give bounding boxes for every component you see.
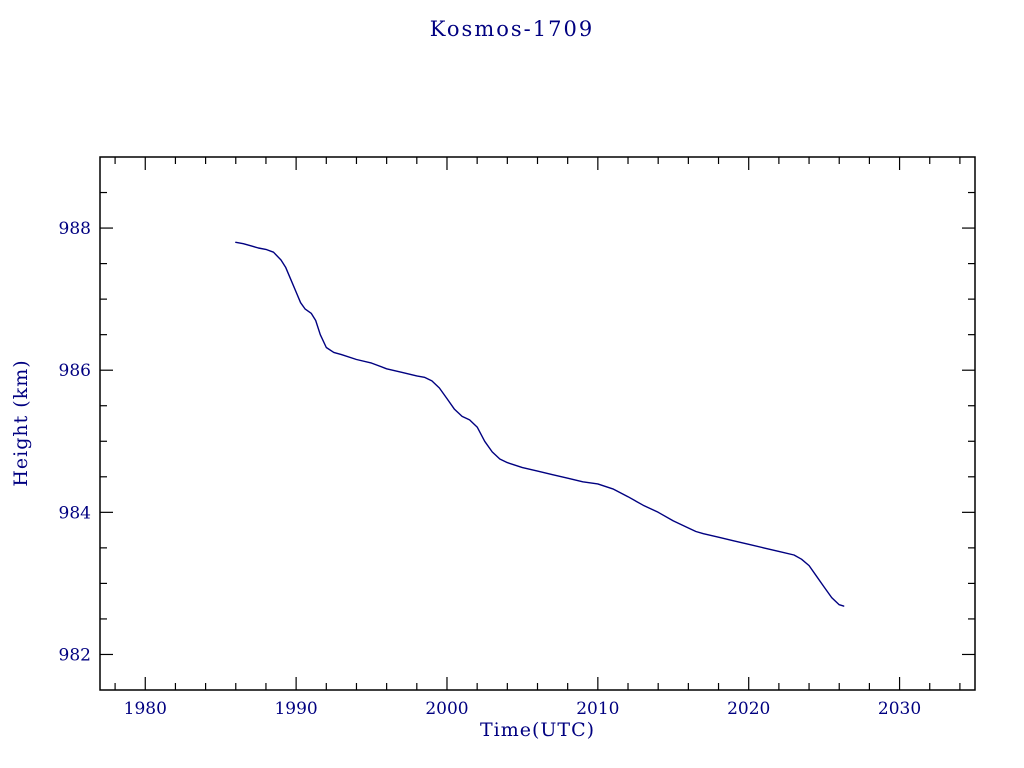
x-axis-label: Time(UTC) <box>479 719 596 741</box>
y-tick-label: 982 <box>59 645 91 665</box>
y-axis-label: Height (km) <box>10 359 32 487</box>
x-tick-label: 2010 <box>576 699 619 719</box>
y-tick-label: 988 <box>59 219 91 239</box>
plot-frame <box>99 156 976 691</box>
x-tick-label: 2000 <box>425 699 468 719</box>
data-line <box>235 241 845 607</box>
x-tick-label: 2020 <box>727 699 770 719</box>
y-tick-label: 984 <box>59 503 91 523</box>
y-tick-label: 986 <box>59 361 91 381</box>
chart-title: Kosmos-1709 <box>429 17 595 41</box>
x-tick-label: 2030 <box>878 699 921 719</box>
x-tick-label: 1990 <box>274 699 317 719</box>
x-tick-label: 1980 <box>124 699 167 719</box>
